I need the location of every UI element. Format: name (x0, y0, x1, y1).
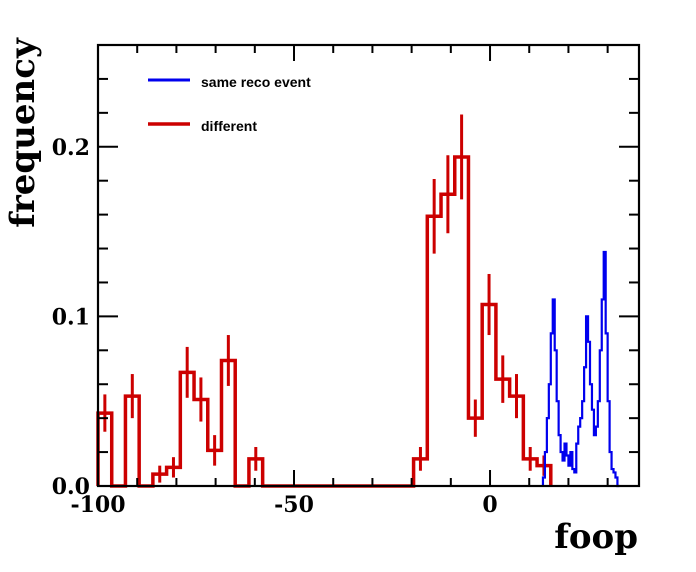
axes-layer (96, 43, 641, 488)
label-layer: -100 -50 0 0.0 0.1 0.2 (52, 135, 498, 518)
x-tick-label: -50 (274, 492, 314, 518)
legend-label-different: different (201, 118, 257, 134)
series-layer (96, 114, 620, 488)
x-tick-label: 0 (482, 492, 497, 518)
y-tick-label: 0.0 (52, 474, 90, 500)
x-axis-title: foop (554, 517, 638, 557)
y-axis-title: frequency (3, 37, 43, 228)
legend-label-same-reco-event: same reco event (201, 74, 311, 90)
y-tick-label: 0.1 (52, 304, 90, 330)
plot-frame (96, 43, 641, 488)
legend: same reco event different (148, 74, 311, 134)
histogram-line-different (96, 155, 553, 488)
x-tick-label: -100 (70, 492, 125, 518)
histogram-line-same-reco-event (541, 250, 620, 488)
y-tick-label: 0.2 (52, 135, 90, 161)
